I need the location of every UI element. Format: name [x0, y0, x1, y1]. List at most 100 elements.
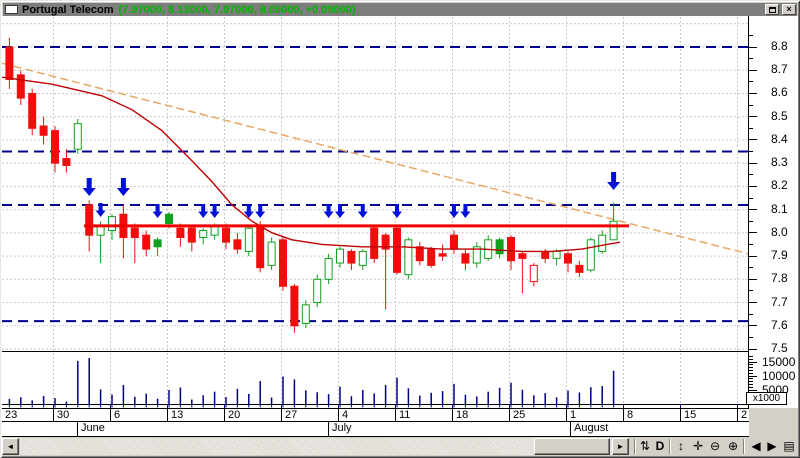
previous-chart-button[interactable]: ◀ — [751, 439, 761, 453]
candle-body — [541, 250, 550, 259]
price-axis: 8.8 8.7 8.6 8.5 8.4 8.3 8.2 8.1 8.0 7.9 7.8 7.7 7.6 7… — [748, 16, 798, 408]
volume-minor-tick — [749, 369, 753, 371]
maximize-button[interactable] — [765, 4, 779, 15]
volume-bar — [612, 370, 615, 404]
candle-body — [244, 227, 253, 252]
refresh-icon[interactable]: ⇅ — [639, 439, 651, 453]
price-axis-label: 7.5 — [771, 341, 788, 355]
week-label-cell: 18 — [452, 409, 509, 421]
volume-bar — [111, 394, 113, 404]
volume-bar — [122, 384, 125, 404]
zoom-out-button[interactable]: ⊖ — [709, 439, 721, 453]
volume-minor-tick — [749, 383, 753, 385]
vertical-scale-icon[interactable]: ↕ — [678, 439, 684, 453]
candle-body — [313, 278, 322, 304]
week-label-cell: 23 — [5, 409, 18, 421]
close-button[interactable]: × — [782, 4, 796, 15]
week-label-cell: 6 — [110, 409, 167, 421]
price-major-tick — [749, 255, 757, 257]
volume-bar — [202, 395, 204, 404]
volume-bar — [77, 360, 79, 404]
week-label-cell: 1 — [566, 409, 623, 421]
price-major-tick — [749, 92, 757, 94]
candle-body — [450, 234, 458, 250]
scrollbar-thumb[interactable] — [534, 438, 610, 455]
price-minor-tick — [749, 34, 753, 36]
volume-bar — [282, 376, 284, 404]
volume-major-tick — [749, 375, 757, 377]
volume-bar — [533, 395, 535, 404]
volume-minor-tick — [749, 386, 753, 388]
volume-major-tick — [749, 361, 757, 363]
periodicity-daily-button[interactable]: D — [655, 439, 665, 453]
scrollbar-track[interactable] — [20, 438, 612, 455]
candle-body — [347, 250, 356, 264]
volume-bar — [65, 401, 68, 404]
date-axis-row: 23 30 6 13 20 27 4 11 18 25 1 8 15 2 — [2, 408, 749, 422]
price-minor-tick — [749, 58, 753, 60]
candle-body — [552, 250, 561, 259]
price-major-tick — [749, 185, 757, 187]
volume-bar — [236, 388, 239, 404]
pan-icon[interactable]: ✛ — [692, 439, 704, 453]
volume-bar — [487, 391, 489, 404]
price-volume-plot — [2, 17, 749, 409]
signal-down-arrow — [449, 204, 459, 218]
signal-down-arrow — [323, 204, 334, 218]
volume-bar — [578, 392, 581, 404]
candle-body — [28, 92, 37, 129]
candle-body — [438, 253, 447, 257]
toolbar-separator — [669, 439, 671, 454]
window-icon — [5, 5, 18, 14]
candle-body — [461, 253, 470, 264]
moving-average-line — [2, 76, 621, 253]
axis-corner — [749, 408, 798, 437]
candle-body — [176, 227, 185, 238]
volume-bar — [42, 395, 45, 404]
month-label-cell: July — [328, 422, 570, 436]
maximize-icon — [768, 6, 776, 13]
candle-body — [518, 253, 527, 259]
candle-body — [381, 234, 390, 250]
candle-body — [222, 227, 230, 243]
volume-unit-label: x1000 — [746, 392, 787, 405]
candle-body — [73, 123, 82, 150]
signal-down-arrow — [357, 204, 368, 218]
volume-minor-tick — [749, 372, 753, 374]
volume-bar — [544, 393, 546, 404]
month-label-cell: June — [77, 422, 328, 436]
price-major-tick — [749, 139, 757, 141]
scroll-left-button[interactable]: ◄ — [2, 438, 19, 455]
window-layout-button[interactable]: ▤ — [783, 439, 795, 453]
volume-bar — [20, 397, 22, 404]
month-axis-row: June July August — [2, 422, 749, 437]
volume-bar — [316, 392, 318, 404]
week-label-cell: 11 — [395, 409, 452, 421]
candle-body — [187, 227, 196, 243]
price-axis-label: 8.5 — [771, 108, 788, 123]
candle-body — [290, 285, 299, 327]
candle-body — [393, 227, 401, 273]
volume-bar — [555, 397, 558, 404]
title-bar[interactable]: Portugal Telecom (7.97000, 8.13000, 7.97… — [3, 3, 797, 16]
bottom-toolbar: ◄ ► ⇅ D ↕ ✛ ⊖ ⊕ ◀ ▶ ▤ — [2, 437, 798, 456]
window-title: Portugal Telecom — [22, 3, 114, 16]
zoom-in-button[interactable]: ⊕ — [727, 439, 739, 453]
volume-minor-tick — [749, 378, 753, 380]
candle-body — [598, 234, 607, 252]
price-major-tick — [749, 278, 757, 280]
week-label-cell: 25 — [509, 409, 566, 421]
scroll-right-button[interactable]: ► — [612, 438, 629, 455]
candle-body — [609, 220, 618, 241]
next-chart-button[interactable]: ▶ — [767, 439, 777, 453]
candle-body — [564, 253, 572, 264]
price-minor-tick — [749, 104, 753, 106]
candle-body — [62, 158, 71, 166]
toolbar-separator — [634, 439, 636, 454]
volume-bar — [168, 390, 170, 404]
price-major-tick — [749, 348, 757, 350]
volume-bar — [476, 396, 478, 404]
volume-bar — [54, 398, 56, 404]
price-axis-label: 8.7 — [771, 62, 788, 77]
